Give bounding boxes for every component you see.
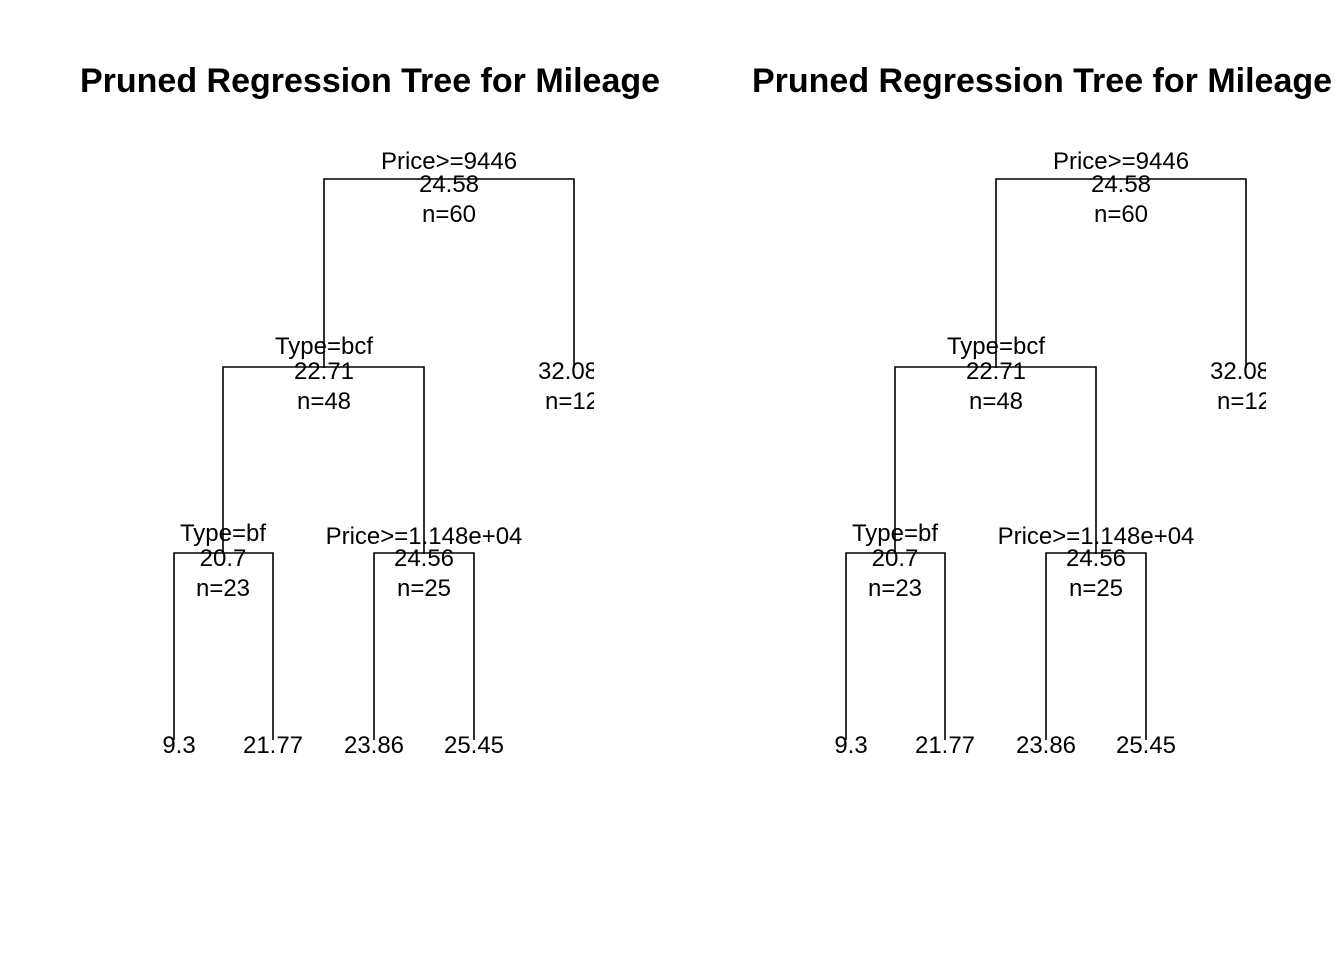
node-2-mean-label: 22.71: [966, 358, 1026, 385]
leaf-label-4: 25.45: [444, 732, 504, 759]
tree-panel-left: Pruned Regression Tree for Mileage Price…: [80, 62, 660, 759]
node-3-count-label: n=12: [545, 388, 599, 415]
leaf-label-1: 9.3: [162, 732, 195, 759]
node-4-count-label: n=23: [868, 575, 922, 602]
branch-node-5: [373, 552, 475, 740]
branch-node-2: [222, 366, 425, 554]
root-count-label: n=60: [422, 201, 476, 228]
node-2-split-label: Type=bcf: [947, 333, 1045, 360]
tree-panel-right: Pruned Regression Tree for Mileage Price…: [752, 62, 1332, 759]
node-3-mean-label: 32.08: [1210, 358, 1270, 385]
leaf-label-1: 9.3: [834, 732, 867, 759]
tree-plot: Price>=9446 24.58 n=60 Type=bcf 22.71 n=…: [834, 148, 1271, 759]
root-mean-label: 24.58: [1091, 171, 1151, 198]
tree-labels: Price>=9446 24.58 n=60 Type=bcf 22.71 n=…: [162, 148, 599, 759]
node-2-count-label: n=48: [969, 388, 1023, 415]
node-5-split-label: Price>=1.148e+04: [998, 523, 1195, 550]
root-split-label: Price>=9446: [381, 148, 517, 175]
node-4-count-label: n=23: [196, 575, 250, 602]
panel-title: Pruned Regression Tree for Mileage: [80, 62, 660, 100]
node-4-mean-label: 20.7: [872, 545, 919, 572]
node-5-count-label: n=25: [1069, 575, 1123, 602]
node-2-mean-label: 22.71: [294, 358, 354, 385]
root-count-label: n=60: [1094, 201, 1148, 228]
branch-node-2: [894, 366, 1097, 554]
leaf-label-3: 23.86: [344, 732, 404, 759]
node-4-split-label: Type=bf: [180, 520, 266, 547]
branch-node-5: [1045, 552, 1147, 740]
tree-branches: [173, 178, 575, 740]
node-4-mean-label: 20.7: [200, 545, 247, 572]
node-3-count-label: n=12: [1217, 388, 1271, 415]
node-5-split-label: Price>=1.148e+04: [326, 523, 523, 550]
branch-root: [323, 178, 575, 368]
leaf-label-2: 21.77: [915, 732, 975, 759]
branch-root: [995, 178, 1247, 368]
tree-branches: [845, 178, 1247, 740]
node-5-mean-label: 24.56: [394, 545, 454, 572]
tree-plot: Price>=9446 24.58 n=60 Type=bcf 22.71 n=…: [162, 148, 599, 759]
branch-node-4: [845, 552, 946, 740]
leaf-label-2: 21.77: [243, 732, 303, 759]
leaf-label-4: 25.45: [1116, 732, 1176, 759]
node-5-mean-label: 24.56: [1066, 545, 1126, 572]
node-2-split-label: Type=bcf: [275, 333, 373, 360]
panel-title: Pruned Regression Tree for Mileage: [752, 62, 1332, 100]
tree-labels: Price>=9446 24.58 n=60 Type=bcf 22.71 n=…: [834, 148, 1271, 759]
node-3-mean-label: 32.08: [538, 358, 598, 385]
node-5-count-label: n=25: [397, 575, 451, 602]
node-4-split-label: Type=bf: [852, 520, 938, 547]
branch-node-4: [173, 552, 274, 740]
root-mean-label: 24.58: [419, 171, 479, 198]
node-2-count-label: n=48: [297, 388, 351, 415]
root-split-label: Price>=9446: [1053, 148, 1189, 175]
leaf-label-3: 23.86: [1016, 732, 1076, 759]
